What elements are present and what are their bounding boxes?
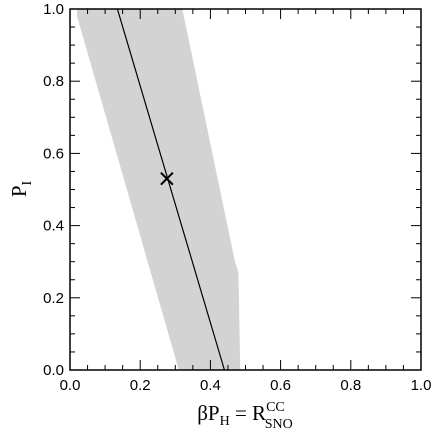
fit-line bbox=[116, 8, 226, 371]
x-label-sub2: SNO bbox=[265, 417, 293, 432]
x-tick-label: 0.4 bbox=[200, 377, 221, 394]
x-label-main: βP bbox=[197, 401, 219, 425]
y-tick-label: 0.2 bbox=[43, 290, 64, 307]
x-tick-labels: 0.0 0.2 0.4 0.6 0.8 1.0 bbox=[60, 377, 432, 394]
x-label-sup: CC bbox=[266, 400, 285, 415]
y-label-main: P bbox=[7, 185, 31, 197]
y-tick-label: 0.8 bbox=[43, 73, 64, 90]
plot-frame bbox=[69, 8, 422, 371]
x-label-eq: = R bbox=[230, 401, 266, 425]
y-tick-label: 0.4 bbox=[43, 218, 64, 235]
marker-stroke-1 bbox=[160, 171, 174, 186]
shaded-band bbox=[77, 9, 241, 370]
x-label-sub: H bbox=[220, 414, 230, 429]
x-tick-label: 0.8 bbox=[340, 377, 361, 394]
y-axis-label: PI bbox=[7, 180, 35, 197]
y-tick-label: 0.0 bbox=[43, 362, 64, 379]
x-tick-label: 0.0 bbox=[60, 377, 81, 394]
y-tick-label: 1.0 bbox=[43, 1, 64, 18]
y-tick-labels: 0.0 0.2 0.4 0.6 0.8 1.0 bbox=[43, 1, 64, 379]
best-fit-marker bbox=[160, 171, 174, 186]
x-tick-label: 0.6 bbox=[270, 377, 291, 394]
x-axis-label: βPH = RCC SNO bbox=[197, 400, 293, 432]
x-tick-label: 1.0 bbox=[411, 377, 432, 394]
x-tick-label: 0.2 bbox=[130, 377, 151, 394]
y-label-sub: I bbox=[20, 180, 35, 185]
y-tick-label: 0.6 bbox=[43, 145, 64, 162]
